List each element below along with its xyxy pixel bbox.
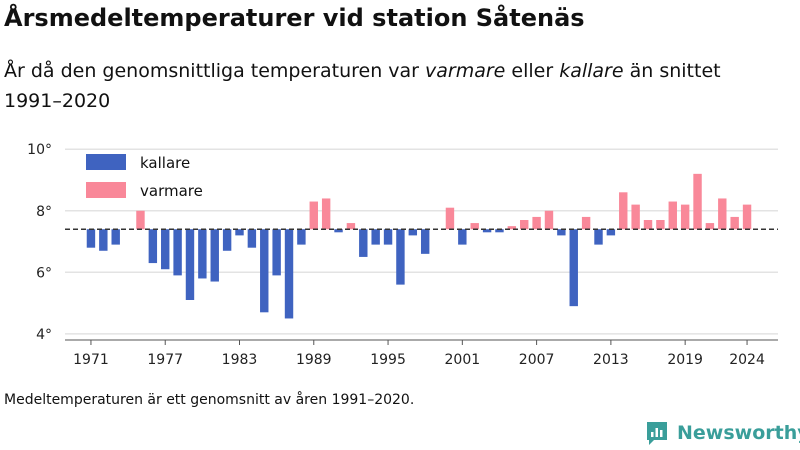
logo-text: Newsworthy <box>677 422 800 444</box>
bar-1975 <box>136 210 145 230</box>
chart-subtitle: År då den genomsnittliga temperaturen va… <box>4 56 784 116</box>
bar-1993 <box>359 229 368 257</box>
y-tick-label: 8° <box>36 204 52 220</box>
bar-1994 <box>371 229 380 245</box>
bar-2010 <box>569 229 578 307</box>
bar-1997 <box>408 229 418 236</box>
bar-1973 <box>111 229 120 245</box>
bar-1998 <box>420 229 430 254</box>
grid-lines <box>65 148 778 335</box>
bar-2015 <box>631 204 640 230</box>
bar-2024 <box>742 204 752 230</box>
bar-1983 <box>235 229 244 236</box>
bar-1981 <box>210 229 219 282</box>
y-tick-label: 10° <box>27 142 52 158</box>
bar-2016 <box>643 220 653 230</box>
bar-1987 <box>284 229 294 319</box>
bar-2020 <box>693 173 702 230</box>
bar-1982 <box>222 229 232 251</box>
bar-1988 <box>297 229 306 245</box>
y-tick-label: 4° <box>36 327 52 343</box>
chart-title: Årsmedeltemperaturer vid station Såtenäs <box>4 4 585 32</box>
legend-swatch-varmare <box>86 182 126 198</box>
bar-2003 <box>482 229 492 233</box>
y-axis: 4° 6° 8° 10° <box>27 142 52 343</box>
legend-label-kallare: kallare <box>140 154 190 172</box>
bar-1978 <box>173 229 182 276</box>
bar-2019 <box>680 204 690 230</box>
bar-2012 <box>594 229 603 245</box>
subtitle-part-1: År då den genomsnittliga temperaturen va… <box>4 60 426 82</box>
x-tick-label: 1995 <box>370 352 406 368</box>
bar-1971 <box>86 229 96 248</box>
bar-1985 <box>260 229 269 313</box>
x-tick-label: 1989 <box>296 352 332 368</box>
bar-1990 <box>321 198 331 230</box>
subtitle-part-3: än snittet 1991–2020 <box>4 60 721 112</box>
bar-2018 <box>668 201 677 230</box>
bar-2008 <box>544 210 554 230</box>
bar-2014 <box>619 192 628 230</box>
bar-2022 <box>718 198 727 230</box>
bars <box>86 173 752 319</box>
bar-1972 <box>99 229 108 251</box>
bar-2005 <box>507 226 517 230</box>
x-tick-label: 2019 <box>667 352 703 368</box>
bar-2009 <box>557 229 566 236</box>
bar-1979 <box>185 229 195 300</box>
x-tick-label: 2001 <box>445 352 481 368</box>
x-tick-label: 1977 <box>147 352 183 368</box>
bar-1995 <box>383 229 393 245</box>
newsworthy-logo: Newsworthy <box>645 420 800 446</box>
bar-1984 <box>247 229 257 248</box>
subtitle-warm-word: varmare <box>425 60 506 82</box>
bar-2021 <box>705 223 715 230</box>
bar-2023 <box>730 216 739 230</box>
bar-2017 <box>656 220 665 230</box>
x-tick-label: 1971 <box>73 352 109 368</box>
bar-1996 <box>396 229 405 285</box>
temperature-bar-chart: 4° 6° 8° 10° 1971 1977 1983 1989 1995 2001 2007 20… <box>27 142 778 368</box>
x-tick-label: 2024 <box>729 352 765 368</box>
y-tick-label: 6° <box>36 265 52 281</box>
bar-1992 <box>346 223 356 230</box>
bar-2001 <box>458 229 467 245</box>
bar-2006 <box>520 220 529 230</box>
bar-2011 <box>581 216 591 230</box>
subtitle-part-2: eller <box>505 60 560 82</box>
bar-2007 <box>532 216 541 230</box>
bar-1980 <box>198 229 207 279</box>
legend-swatch-kallare <box>86 154 126 170</box>
x-axis: 1971 1977 1983 1989 1995 2001 2007 2013 2019 2024 <box>73 340 765 368</box>
bar-1989 <box>309 201 318 230</box>
bar-2013 <box>606 229 616 236</box>
bar-2000 <box>445 207 455 230</box>
chart-caption: Medeltemperaturen är ett genomsnitt av å… <box>4 392 415 408</box>
bar-chart-logo-icon <box>647 422 667 445</box>
bar-2004 <box>495 229 504 233</box>
x-tick-label: 2013 <box>593 352 629 368</box>
bar-1977 <box>161 229 170 270</box>
x-tick-label: 1983 <box>222 352 258 368</box>
bar-2002 <box>470 223 479 230</box>
x-tick-label: 2007 <box>519 352 555 368</box>
bar-1976 <box>148 229 158 264</box>
subtitle-cold-word: kallare <box>559 60 624 82</box>
bar-1991 <box>334 229 343 233</box>
legend: kallare varmare <box>68 150 222 206</box>
legend-label-varmare: varmare <box>140 182 203 200</box>
bar-1986 <box>272 229 281 276</box>
